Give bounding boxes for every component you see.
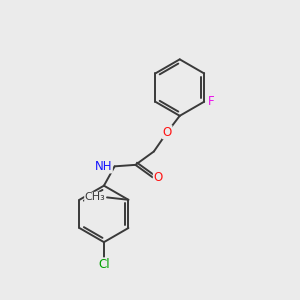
Text: NH: NH xyxy=(95,160,112,173)
Text: O: O xyxy=(153,171,163,184)
Text: CH₃: CH₃ xyxy=(85,192,106,203)
Text: O: O xyxy=(163,126,172,139)
Text: F: F xyxy=(207,95,214,108)
Text: Cl: Cl xyxy=(98,258,110,271)
